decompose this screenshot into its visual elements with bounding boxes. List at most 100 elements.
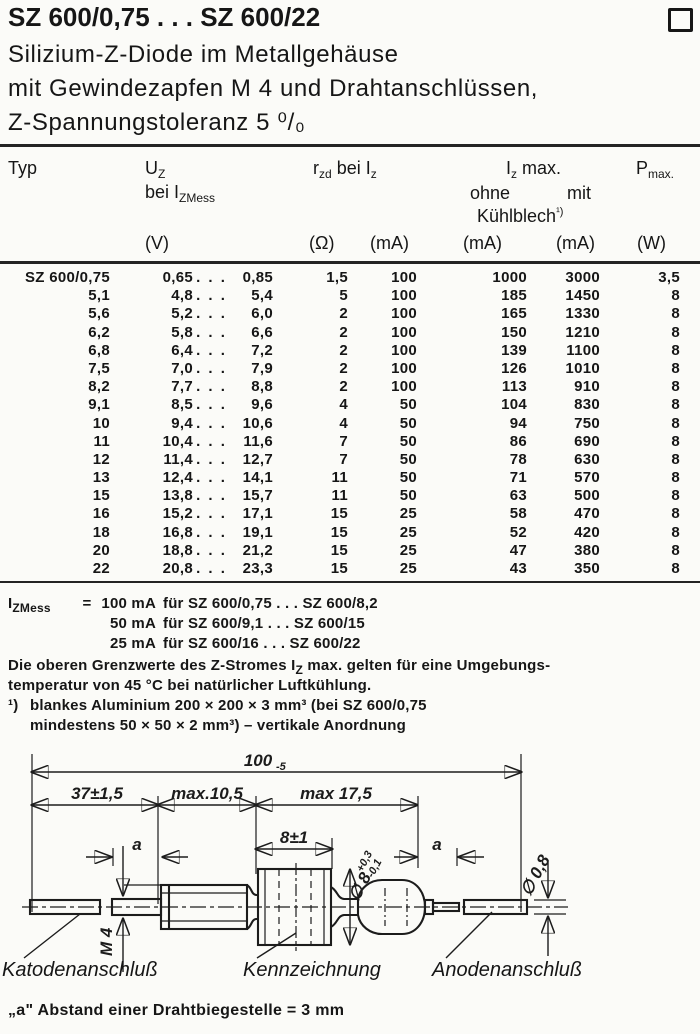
table-row: 5,6 5,2 . . . 6,0 2 100 165 1330 8 [0, 305, 680, 323]
subtitle-line: Silizium-Z-Diode im Metallgehäuse [8, 41, 399, 68]
page-title: SZ 600/0,75 . . . SZ 600/22 [8, 2, 321, 32]
cell-izmax-mit: 750 [574, 414, 600, 432]
cell-iz: 25 [399, 541, 417, 559]
subtitle-line: mit Gewindezapfen M 4 und Drahtanschlüss… [8, 75, 539, 102]
cell-uz-max: 14,1 [242, 469, 273, 487]
unit-ohm: (Ω) [309, 233, 335, 253]
cell-typ: SZ 600/0,75 [24, 269, 110, 286]
bend-distance-note: „a" Abstand einer Drahtbiegestelle = 3 m… [8, 1002, 345, 1019]
cell-pmax: 8 [671, 396, 680, 414]
parameter-table: SZ 600/0,75 0,65 . . . 0,85 1,5 100 1000… [0, 269, 680, 578]
cell-rzd: 15 [330, 523, 348, 541]
cell-pmax: 8 [671, 359, 680, 377]
cell-range-dots: . . . [196, 505, 227, 523]
table-row: 7,5 7,0 . . . 7,9 2 100 126 1010 8 [0, 360, 680, 378]
cell-typ: 7,5 [88, 359, 110, 377]
cell-uz-min: 15,2 [162, 505, 193, 523]
divider [0, 581, 700, 583]
divider [0, 261, 700, 264]
cell-range-dots: . . . [196, 523, 227, 541]
unit-ma: (mA) [463, 233, 502, 253]
cell-uz-min: 11,4 [163, 450, 193, 468]
dimension-max105: max.10,5 [171, 784, 243, 803]
diode-body [28, 863, 529, 951]
izmess-row: 25 mA für SZ 600/16 . . . SZ 600/22 [8, 634, 550, 654]
cell-pmax: 8 [671, 414, 680, 432]
cell-izmax-ohne: 126 [501, 359, 527, 377]
table-row: 18 16,8 . . . 19,1 15 25 52 420 8 [0, 524, 680, 542]
marking-leader [256, 932, 297, 959]
cell-uz-max: 17,1 [242, 505, 273, 523]
cell-pmax: 8 [671, 378, 680, 396]
izmess-range: für SZ 600/9,1 . . . SZ 600/15 [163, 615, 365, 632]
cell-pmax: 8 [671, 505, 680, 523]
cell-typ: 10 [92, 414, 110, 432]
thread-label: M 4 [97, 927, 116, 956]
cell-uz-min: 16,8 [162, 523, 193, 541]
cell-izmax-ohne: 43 [509, 560, 527, 577]
cell-range-dots: . . . [196, 414, 227, 432]
cell-uz-max: 21,2 [242, 541, 273, 559]
cell-pmax: 8 [671, 469, 680, 487]
subtitle-line: Z-Spannungstoleranz 5 ⁰/₀ [8, 109, 306, 136]
cell-izmax-mit: 500 [574, 487, 600, 505]
divider [0, 144, 700, 147]
cell-uz-max: 0,85 [242, 269, 273, 286]
table-row: 8,2 7,7 . . . 8,8 2 100 113 910 8 [0, 378, 680, 396]
cell-pmax: 8 [671, 305, 680, 323]
cell-rzd: 15 [330, 560, 348, 577]
cell-uz-min: 0,65 [162, 269, 193, 286]
page-subtitle: Silizium-Z-Diode im Metallgehäuse mit Ge… [8, 38, 538, 140]
cell-izmax-mit: 1330 [565, 305, 600, 323]
cell-rzd: 11 [331, 469, 348, 487]
cell-izmax-ohne: 104 [501, 396, 527, 414]
izmess-row: 50 mA für SZ 600/9,1 . . . SZ 600/15 [8, 614, 550, 634]
cell-pmax: 8 [671, 560, 680, 577]
izmess-range: für SZ 600/16 . . . SZ 600/22 [163, 635, 361, 652]
cell-rzd: 2 [339, 323, 348, 341]
cell-uz-max: 11,6 [243, 432, 273, 450]
col-header-uz-condition: bei IZMess [145, 182, 216, 205]
cell-range-dots: . . . [196, 560, 227, 577]
cell-rzd: 15 [330, 505, 348, 523]
cell-iz: 25 [399, 560, 417, 577]
cathode-lead-wire [28, 898, 102, 916]
table-row: 15 13,8 . . . 15,7 11 50 63 500 8 [0, 487, 680, 505]
cell-pmax: 8 [671, 541, 680, 559]
cell-rzd: 2 [339, 341, 348, 359]
cell-iz: 100 [391, 269, 417, 286]
cell-uz-max: 8,8 [251, 378, 273, 396]
cell-izmax-mit: 570 [574, 469, 600, 487]
table-row: 13 12,4 . . . 14,1 11 50 71 570 8 [0, 469, 680, 487]
cell-izmax-ohne: 52 [509, 523, 527, 541]
cathode-label: Katodenanschluß [2, 959, 158, 981]
cell-range-dots: . . . [196, 305, 227, 323]
cell-uz-min: 18,8 [162, 541, 193, 559]
cell-izmax-ohne: 165 [501, 305, 527, 323]
cell-range-dots: . . . [196, 450, 227, 468]
table-row: 5,1 4,8 . . . 5,4 5 100 185 1450 8 [0, 287, 680, 305]
izmess-amount: 100 mA [101, 595, 156, 612]
cell-pmax: 8 [671, 487, 680, 505]
cell-iz: 50 [399, 432, 417, 450]
cell-range-dots: . . . [196, 432, 227, 450]
equals-sign: = [82, 595, 92, 612]
cell-range-dots: . . . [196, 378, 227, 396]
cell-iz: 50 [399, 396, 417, 414]
col-header-izmax: Iz max. [506, 158, 562, 181]
cell-range-dots: . . . [196, 469, 227, 487]
cell-iz: 50 [399, 487, 417, 505]
cell-izmax-ohne: 1000 [492, 269, 527, 286]
cell-pmax: 8 [671, 432, 680, 450]
dimension-overall-tolerance: -5 [276, 761, 287, 773]
cell-rzd: 2 [339, 305, 348, 323]
cell-pmax: 8 [671, 450, 680, 468]
unit-v: (V) [145, 233, 169, 253]
cell-iz: 50 [399, 469, 417, 487]
cell-rzd: 5 [339, 287, 348, 305]
cell-rzd: 1,5 [326, 269, 348, 286]
cell-uz-max: 23,3 [242, 560, 273, 577]
cell-range-dots: . . . [196, 287, 227, 305]
limit-note: Die oberen Grenzwerte des Z-Stromes IZ m… [8, 657, 551, 677]
cell-uz-min: 13,8 [162, 487, 193, 505]
